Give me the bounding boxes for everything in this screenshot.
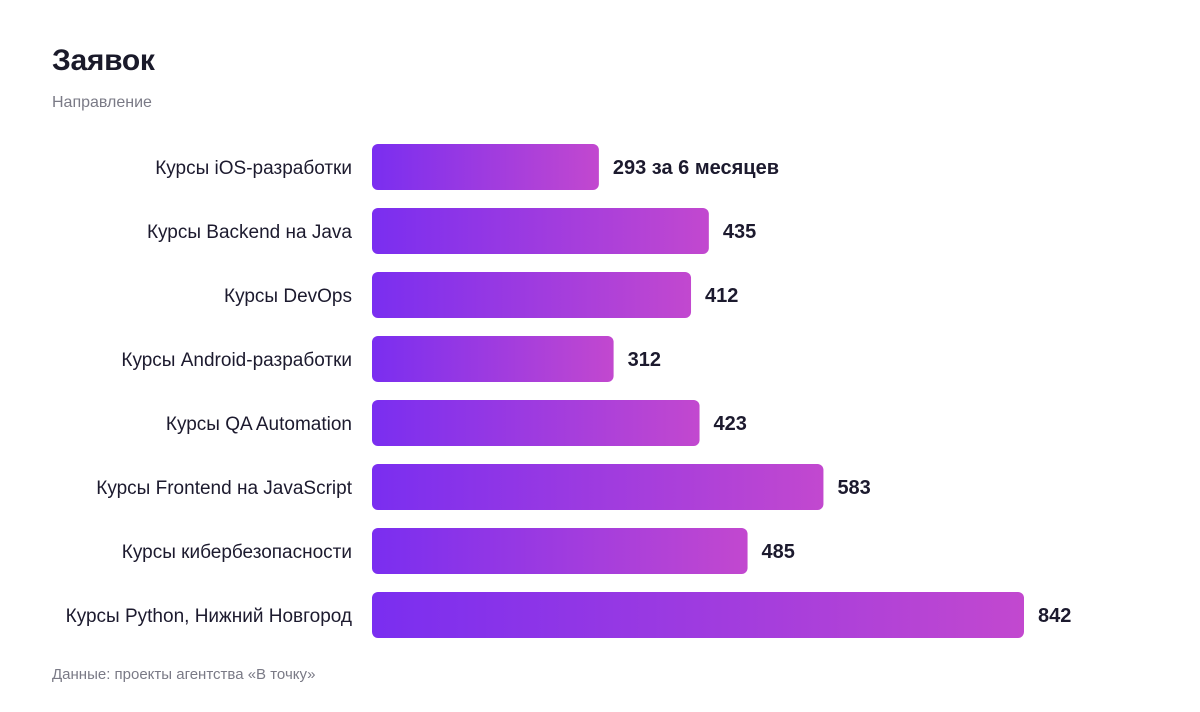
value-label: 583 [837, 477, 870, 499]
chart-title: Заявок [52, 44, 155, 77]
bar [372, 144, 599, 190]
category-label: Курсы iOS-разработки [155, 158, 352, 179]
category-label: Курсы Python, Нижний Новгород [66, 606, 352, 627]
chart-subtitle: Направление [52, 94, 152, 111]
category-label: Курсы DevOps [224, 286, 352, 307]
bars-group: Курсы iOS-разработки 293 за 6 месяцев Курс… [66, 144, 1071, 638]
bar [372, 592, 1024, 638]
value-label: 842 [1038, 605, 1071, 627]
category-label: Курсы Android-разработки [121, 350, 352, 371]
bar [372, 336, 614, 382]
bar [372, 528, 748, 574]
value-label: 485 [762, 541, 795, 563]
bar [372, 272, 692, 318]
bar [372, 400, 700, 446]
value-label: 293 за 6 месяцев [613, 157, 779, 179]
category-label: Курсы Backend на Java [147, 222, 352, 243]
value-label: 423 [714, 413, 747, 435]
category-label: Курсы QA Automation [166, 414, 352, 435]
value-label: 412 [705, 285, 738, 307]
category-label: Курсы Frontend на JavaScript [96, 478, 352, 499]
data-source-note: Данные: проекты агентства «В точку» [52, 666, 316, 683]
bar [372, 464, 824, 510]
bar [372, 208, 709, 254]
value-label: 312 [628, 349, 661, 371]
value-label: 435 [723, 221, 756, 243]
category-label: Курсы кибербезопасности [122, 542, 352, 563]
